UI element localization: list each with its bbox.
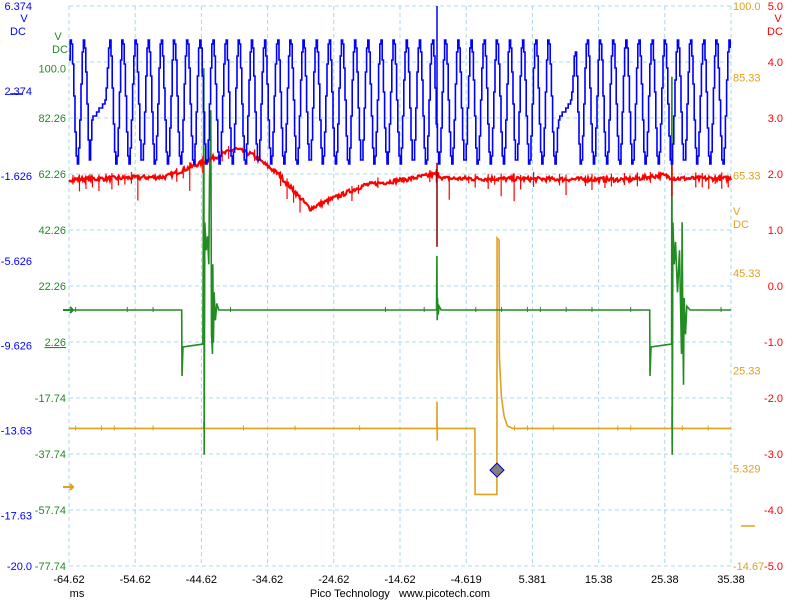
y-tick-label-c: 0.0 [768,281,783,293]
y-tick-label-c: 3.0 [768,113,783,125]
trigger-marker-icon[interactable] [489,462,505,478]
unit-label-d: V [733,206,741,218]
y-tick-label-c: -3.0 [764,449,783,461]
y-tick-label-a: -1.626 [1,171,32,183]
y-tick-label-b: 22.26 [38,281,66,293]
x-tick-label: -34.62 [252,574,283,586]
y-tick-label-d: 85.33 [733,73,761,85]
unit-label-b: V [54,31,62,43]
x-tick-label: 15.38 [585,574,613,586]
coupling-label-c: DC [767,26,783,38]
y-tick-label-c: -5.0 [764,561,783,573]
y-tick-label-d: 45.33 [733,268,761,280]
y-tick-label-c: 5.0 [768,1,783,13]
unit-label-a: V [20,13,28,25]
y-tick-label-b: 82.26 [38,113,66,125]
channel-b-level-arrow [63,306,75,314]
y-tick-label-a: -5.626 [1,256,32,268]
y-tick-label-a: -20.0 [7,561,32,573]
y-tick-label-d: 5.329 [733,463,761,475]
y-tick-label-b: -57.74 [35,505,66,517]
x-tick-label: 5.381 [519,574,547,586]
channel-d-level-arrow [63,483,75,491]
y-tick-label-c: -4.0 [764,505,783,517]
y-tick-label-c: 1.0 [768,225,783,237]
y-tick-label-c: -2.0 [764,393,783,405]
y-tick-label-d: 65.33 [733,170,761,182]
coupling-label-b: DC [52,44,68,56]
y-tick-label-b: 42.26 [38,225,66,237]
trace-channel-a [69,39,731,165]
x-tick-label: -54.62 [120,574,151,586]
coupling-label-d: DC [733,219,749,231]
trace-channel-b [69,68,731,455]
unit-label-c: V [774,13,782,25]
x-tick-label: -14.62 [384,574,415,586]
x-tick-label: -44.62 [186,574,217,586]
y-tick-label-a: 2.374 [4,86,32,98]
x-tick-label: 25.38 [651,574,679,586]
y-tick-label-b: -37.74 [35,449,66,461]
x-tick-label: -64.62 [53,574,84,586]
grid [68,5,732,567]
y-tick-label-a: 6.374 [4,1,32,13]
x-tick-label: 35.38 [717,574,745,586]
trace-channel-c [68,146,733,212]
y-tick-label-d: -14.67 [733,561,764,573]
y-tick-label-c: -1.0 [764,337,783,349]
x-tick-label: -4.619 [451,574,482,586]
y-tick-label-c: 4.0 [768,57,783,69]
y-tick-label-a: -17.63 [1,511,32,523]
y-tick-label-b: -77.74 [35,561,66,573]
y-tick-label-c: 2.0 [768,169,783,181]
x-axis-unit: ms [70,588,85,600]
x-tick-label: -24.62 [318,574,349,586]
y-tick-label-b: 62.26 [38,169,66,181]
brand-footer: Pico Technology www.picotech.com [310,588,490,600]
y-tick-label-a: -9.626 [1,341,32,353]
y-tick-label-d: 100.0 [733,1,761,13]
y-tick-label-b: 2.26 [45,337,66,349]
y-tick-label-d: 25.33 [733,366,761,378]
y-tick-label-a: -13.63 [1,426,32,438]
traces [68,6,733,496]
coupling-label-a: DC [10,26,26,38]
y-tick-label-b: 100.0 [38,63,66,75]
axis-labels: -64.62 -54.62 -44.62 -34.62 -24.62 -14.62 -4.6… [1,1,783,586]
y-tick-label-b: -17.74 [35,393,66,405]
